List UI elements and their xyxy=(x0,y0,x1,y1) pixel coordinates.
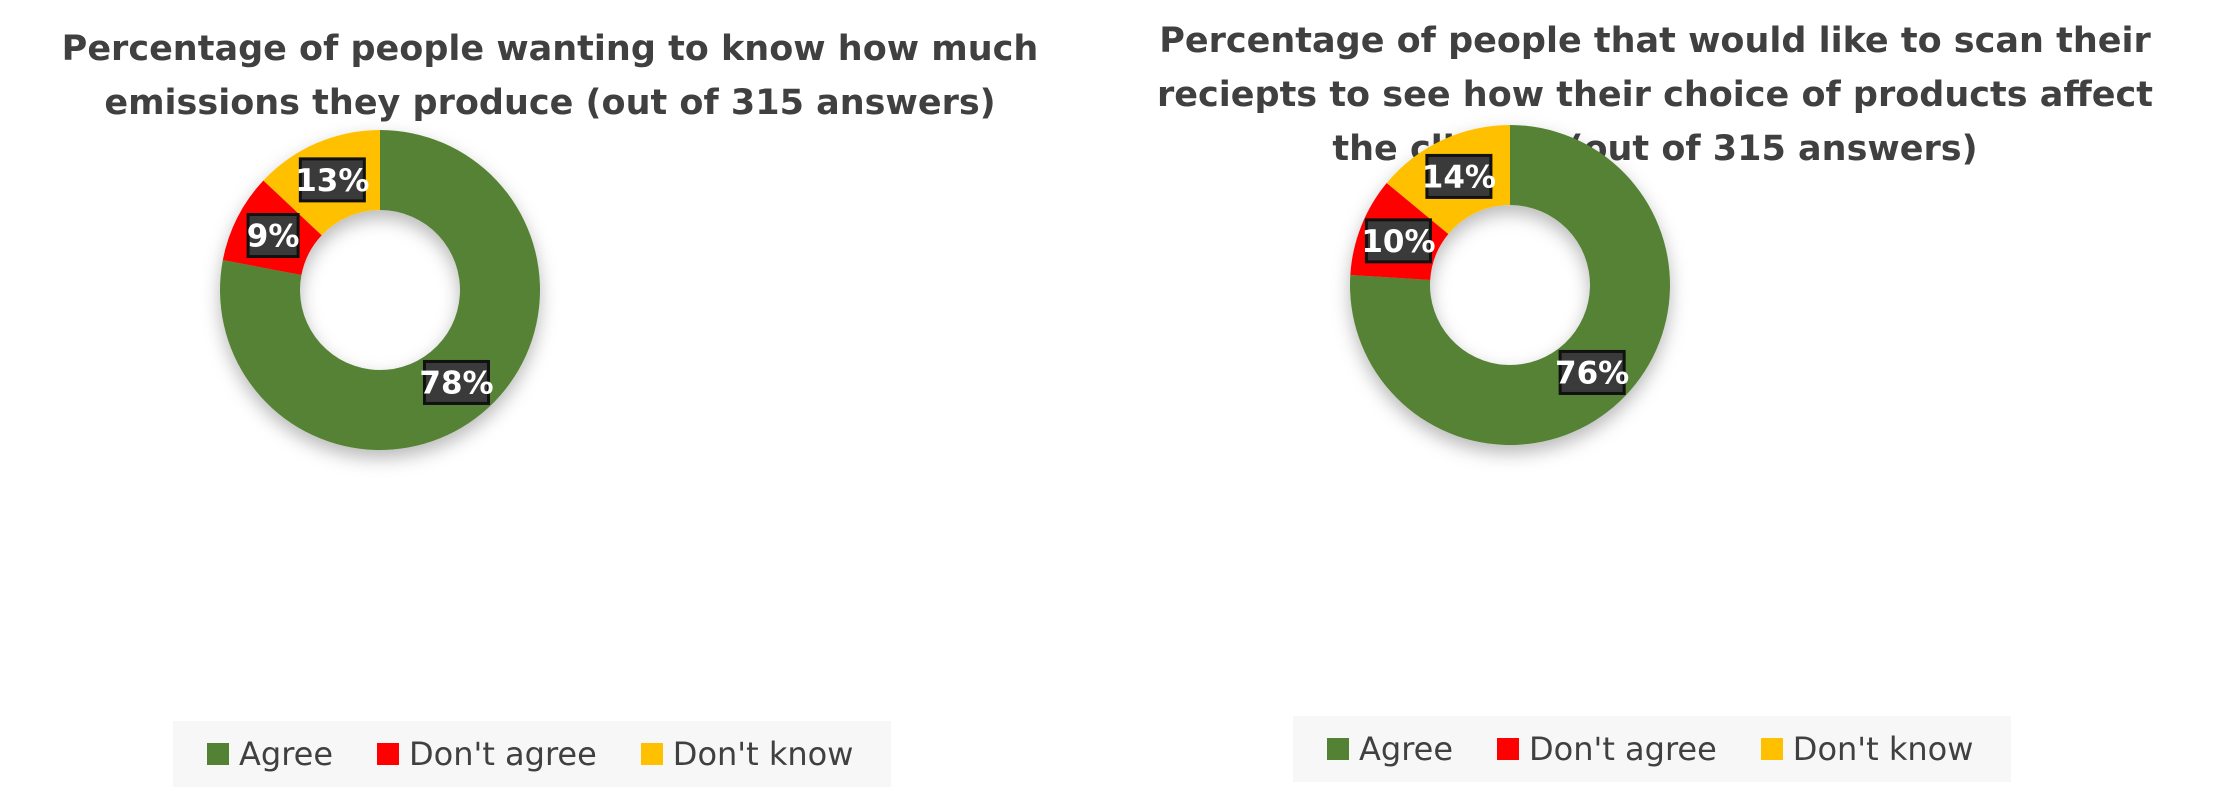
legend-swatch-dont-agree xyxy=(1497,738,1520,760)
data-label-box xyxy=(1558,349,1626,395)
chart-legend: Agree Don't agree Don't know xyxy=(1293,716,2011,782)
chart-title-line: Percentage of people wanting to know how… xyxy=(61,29,1039,69)
legend-swatch-agree xyxy=(207,743,229,765)
data-label-text: 14% xyxy=(1422,159,1496,195)
legend-label: Don't know xyxy=(672,735,854,773)
legend-label: Don't agree xyxy=(1529,730,1717,768)
data-label-agree: 78% xyxy=(419,359,494,405)
data-label-text: 10% xyxy=(1361,224,1435,260)
legend-swatch-dont-know xyxy=(640,743,663,765)
donut-slices xyxy=(1350,125,1670,445)
legend-label: Don't agree xyxy=(409,735,597,773)
data-label-text: 78% xyxy=(419,365,493,401)
legend-item-dont-agree: Don't agree xyxy=(1497,730,1717,768)
legend-swatch-dont-know xyxy=(1760,738,1783,760)
donut-slices xyxy=(219,130,540,451)
legend-item-agree: Agree xyxy=(1327,730,1453,768)
data-label-don-t-know: 13% xyxy=(295,157,369,203)
chart-title-line: emissions they produce (out of 315 answe… xyxy=(104,83,996,123)
donut-chart: 78% 9% 13% xyxy=(219,130,540,451)
legend-label: Agree xyxy=(239,735,334,773)
chart-legend: Agree Don't agree Don't know xyxy=(173,721,891,787)
data-label-box xyxy=(246,213,300,259)
data-label-don-t-know: 14% xyxy=(1422,153,1496,199)
data-label-box xyxy=(298,157,366,203)
legend-swatch-dont-agree xyxy=(377,743,400,765)
chart-title: Percentage of people wanting to know how… xyxy=(0,22,1100,130)
legend-item-dont-know: Don't know xyxy=(640,735,854,773)
legend-item-agree: Agree xyxy=(207,735,333,773)
data-label-text: 13% xyxy=(295,163,369,199)
chart-panel-receipts: Percentage of people that would like to … xyxy=(1110,0,2221,802)
data-label-text: 76% xyxy=(1555,355,1629,391)
legend-label: Don't know xyxy=(1792,730,1974,768)
chart-panel-emissions: Percentage of people wanting to know how… xyxy=(0,0,1110,802)
legend-item-dont-agree: Don't agree xyxy=(377,735,597,773)
donut-chart: 76% 10% 14% xyxy=(1350,125,1670,445)
data-label-box xyxy=(1425,153,1493,199)
chart-title-line: reciepts to see how their choice of prod… xyxy=(1157,75,2153,115)
data-label-box xyxy=(422,359,490,405)
data-label-text: 9% xyxy=(247,219,300,255)
legend-item-dont-know: Don't know xyxy=(1760,730,1974,768)
data-label-don-t-agree: 9% xyxy=(246,213,300,259)
data-label-don-t-agree: 10% xyxy=(1361,218,1436,264)
legend-swatch-agree xyxy=(1327,738,1349,760)
data-label-box xyxy=(1364,218,1432,264)
data-label-agree: 76% xyxy=(1555,349,1629,395)
legend-label: Agree xyxy=(1359,730,1454,768)
chart-title-line: Percentage of people that would like to … xyxy=(1159,21,2151,61)
